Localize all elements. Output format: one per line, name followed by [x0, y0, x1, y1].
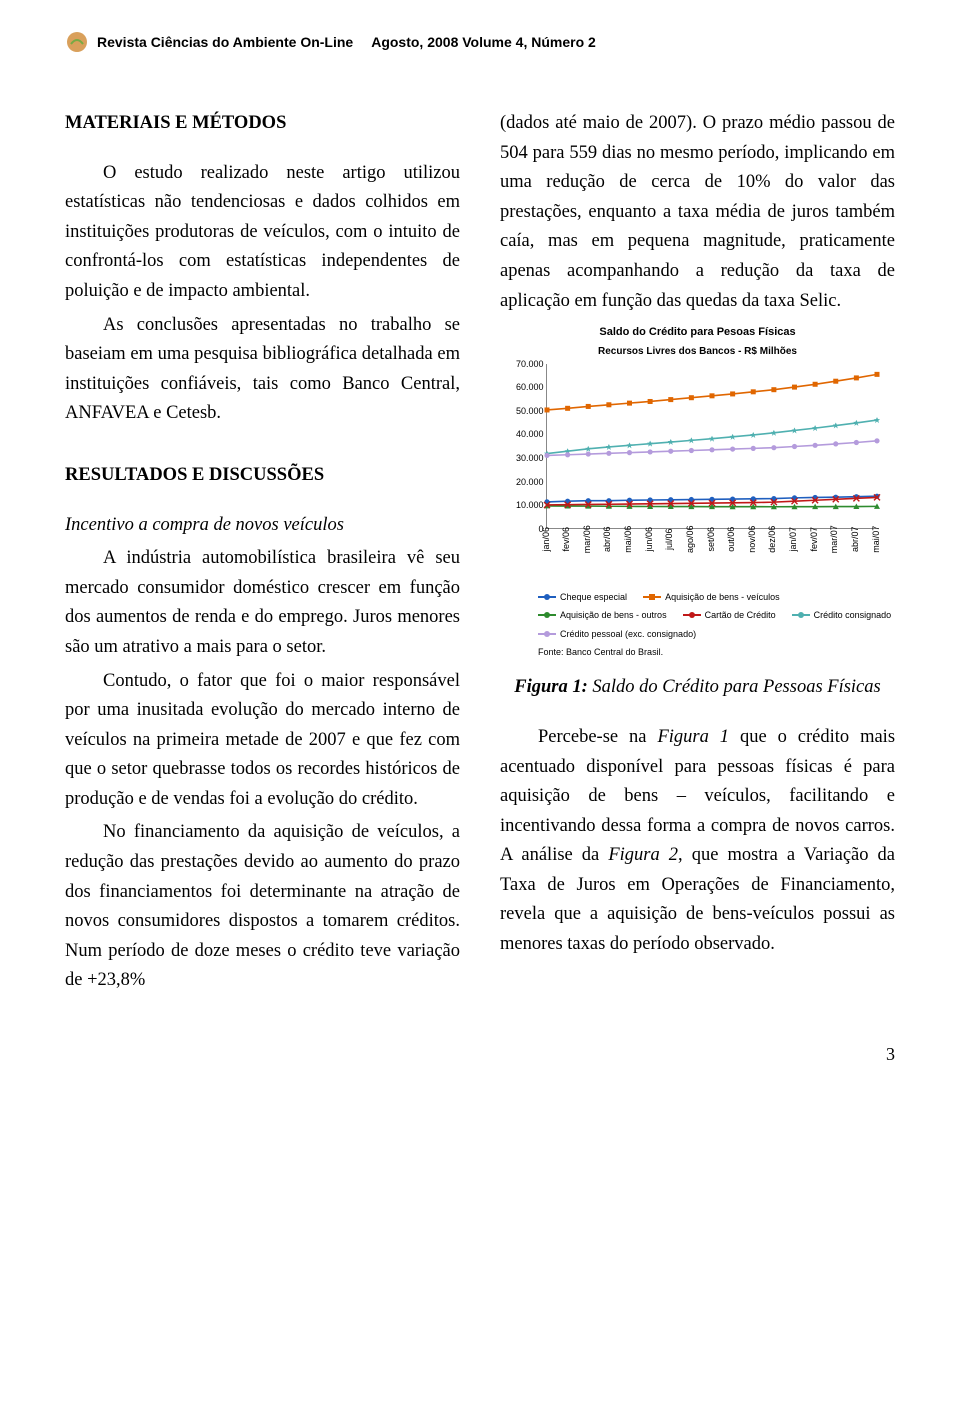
y-tick-label: 30.000	[508, 451, 544, 465]
x-tick-label: set/06	[703, 524, 717, 554]
figure-label: Figura 1:	[514, 677, 588, 697]
y-tick-label: 70.000	[508, 357, 544, 371]
legend-item: Aquisição de bens - outros	[538, 608, 667, 622]
x-tick-label: jul/06	[662, 524, 676, 554]
y-tick-label: 50.000	[508, 404, 544, 418]
right-column: (dados até maio de 2007). O prazo médio …	[500, 109, 895, 1000]
chart-canvas: 010.00020.00030.00040.00050.00060.00070.…	[508, 364, 888, 564]
x-tick-label: jan/07	[786, 524, 800, 554]
y-tick-label: 40.000	[508, 427, 544, 441]
body-paragraph: (dados até maio de 2007). O prazo médio …	[500, 109, 895, 316]
section-heading: MATERIAIS E MÉTODOS	[65, 109, 460, 139]
body-paragraph: Contudo, o fator que foi o maior respons…	[65, 667, 460, 815]
two-column-body: MATERIAIS E MÉTODOS O estudo realizado n…	[65, 109, 895, 1000]
x-tick-label: dez/06	[765, 524, 779, 554]
journal-title: Revista Ciências do Ambiente On-Line	[97, 31, 353, 53]
chart-svg	[547, 364, 877, 529]
y-tick-label: 60.000	[508, 380, 544, 394]
page-number: 3	[65, 1040, 895, 1069]
subsection-heading: Incentivo a compra de novos veículos	[65, 511, 460, 541]
x-tick-label: nov/06	[745, 524, 759, 554]
x-tick-label: mai/07	[868, 524, 882, 554]
x-tick-label: ago/06	[683, 524, 697, 554]
figure-ref: Figura 1	[657, 727, 729, 747]
body-paragraph: As conclusões apresentadas no trabalho s…	[65, 311, 460, 429]
x-tick-label: jun/06	[641, 524, 655, 554]
legend-item: Cartão de Crédito	[683, 608, 776, 622]
x-tick-label: jan/06	[538, 524, 552, 554]
figure-1-chart: Saldo do Crédito para Pesoas Físicas Rec…	[500, 324, 895, 659]
plot-area	[546, 364, 876, 529]
journal-logo-icon	[65, 30, 89, 54]
left-column: MATERIAIS E MÉTODOS O estudo realizado n…	[65, 109, 460, 1000]
x-tick-label: mai/06	[621, 524, 635, 554]
legend-item: Aquisição de bens - veículos	[643, 590, 780, 604]
body-paragraph: No financiamento da aquisição de veículo…	[65, 818, 460, 996]
y-tick-label: 10.000	[508, 498, 544, 512]
journal-header: Revista Ciências do Ambiente On-Line Ago…	[65, 30, 895, 54]
figure-caption-text: Saldo do Crédito para Pessoas Físicas	[588, 677, 881, 697]
chart-source: Fonte: Banco Central do Brasil.	[538, 645, 895, 659]
x-tick-label: mar/07	[827, 524, 841, 554]
body-paragraph: Percebe-se na Figura 1 que o crédito mai…	[500, 723, 895, 960]
x-tick-label: mar/06	[580, 524, 594, 554]
journal-issue: Agosto, 2008 Volume 4, Número 2	[371, 31, 596, 53]
x-tick-label: fev/07	[806, 524, 820, 554]
chart-title: Saldo do Crédito para Pesoas Físicas	[500, 324, 895, 342]
chart-subtitle: Recursos Livres dos Bancos - R$ Milhões	[500, 344, 895, 360]
y-tick-label: 20.000	[508, 474, 544, 488]
legend-item: Crédito consignado	[792, 608, 892, 622]
body-paragraph: A indústria automobilística brasileira v…	[65, 544, 460, 662]
chart-legend: Cheque especial Aquisição de bens - veícu…	[538, 590, 895, 641]
x-tick-label: abr/06	[600, 524, 614, 554]
legend-item: Cheque especial	[538, 590, 627, 604]
legend-item: Crédito pessoal (exc. consignado)	[538, 627, 696, 641]
section-heading: RESULTADOS E DISCUSSÕES	[65, 461, 460, 491]
x-tick-label: out/06	[724, 524, 738, 554]
text-run: Percebe-se na	[538, 727, 657, 747]
body-paragraph: O estudo realizado neste artigo utilizou…	[65, 159, 460, 307]
x-tick-label: fev/06	[559, 524, 573, 554]
figure-ref: Figura 2	[608, 845, 678, 865]
figure-caption: Figura 1: Saldo do Crédito para Pessoas …	[500, 673, 895, 703]
x-tick-label: abr/07	[848, 524, 862, 554]
